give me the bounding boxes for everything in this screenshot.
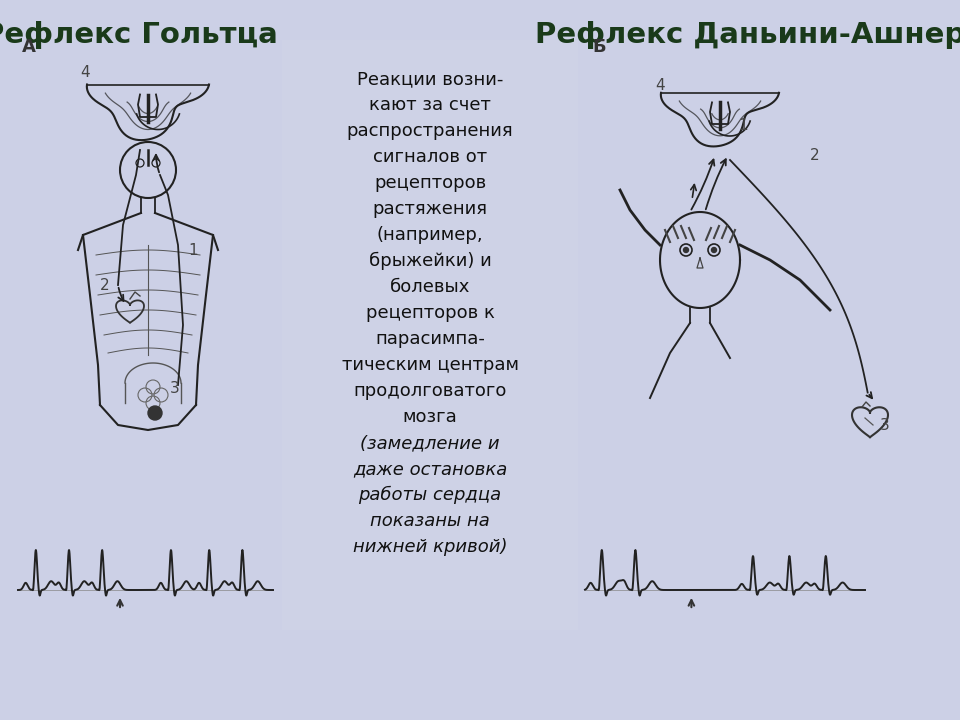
Text: распространения: распространения [347, 122, 514, 140]
Text: кают за счет: кают за счет [369, 96, 491, 114]
Text: 1: 1 [188, 243, 198, 258]
Text: растяжения: растяжения [372, 200, 488, 218]
Text: Рефлекс Даньини-Ашнера: Рефлекс Даньини-Ашнера [535, 21, 960, 49]
Text: рецепторов к: рецепторов к [366, 304, 494, 322]
Text: А: А [22, 38, 36, 56]
FancyBboxPatch shape [282, 40, 578, 630]
Text: Рефлекс Гольтца: Рефлекс Гольтца [0, 21, 277, 49]
Text: 4: 4 [80, 65, 89, 80]
Text: парасимпа-: парасимпа- [375, 330, 485, 348]
Text: 2: 2 [810, 148, 820, 163]
Text: мозга: мозга [402, 408, 457, 426]
Text: (замедление и: (замедление и [360, 434, 500, 452]
Circle shape [148, 406, 162, 420]
Text: показаны на: показаны на [371, 512, 490, 530]
Text: Б: Б [592, 38, 606, 56]
Text: (например,: (например, [376, 226, 483, 244]
Circle shape [711, 248, 716, 253]
Text: нижней кривой): нижней кривой) [352, 538, 507, 556]
Text: Реакции возни-: Реакции возни- [357, 70, 503, 88]
Text: сигналов от: сигналов от [372, 148, 487, 166]
Text: даже остановка: даже остановка [353, 460, 507, 478]
Text: 3: 3 [880, 418, 890, 433]
Text: рецепторов: рецепторов [373, 174, 486, 192]
Text: 2: 2 [100, 278, 109, 293]
Text: 3: 3 [170, 381, 180, 396]
Text: тическим центрам: тическим центрам [342, 356, 518, 374]
Text: 4: 4 [655, 78, 664, 93]
Text: продолговатого: продолговатого [353, 382, 507, 400]
Circle shape [684, 248, 688, 253]
Text: работы сердца: работы сердца [358, 486, 501, 504]
Text: болевых: болевых [390, 278, 470, 296]
Text: 1: 1 [738, 118, 748, 133]
Text: брыжейки) и: брыжейки) и [369, 252, 492, 270]
